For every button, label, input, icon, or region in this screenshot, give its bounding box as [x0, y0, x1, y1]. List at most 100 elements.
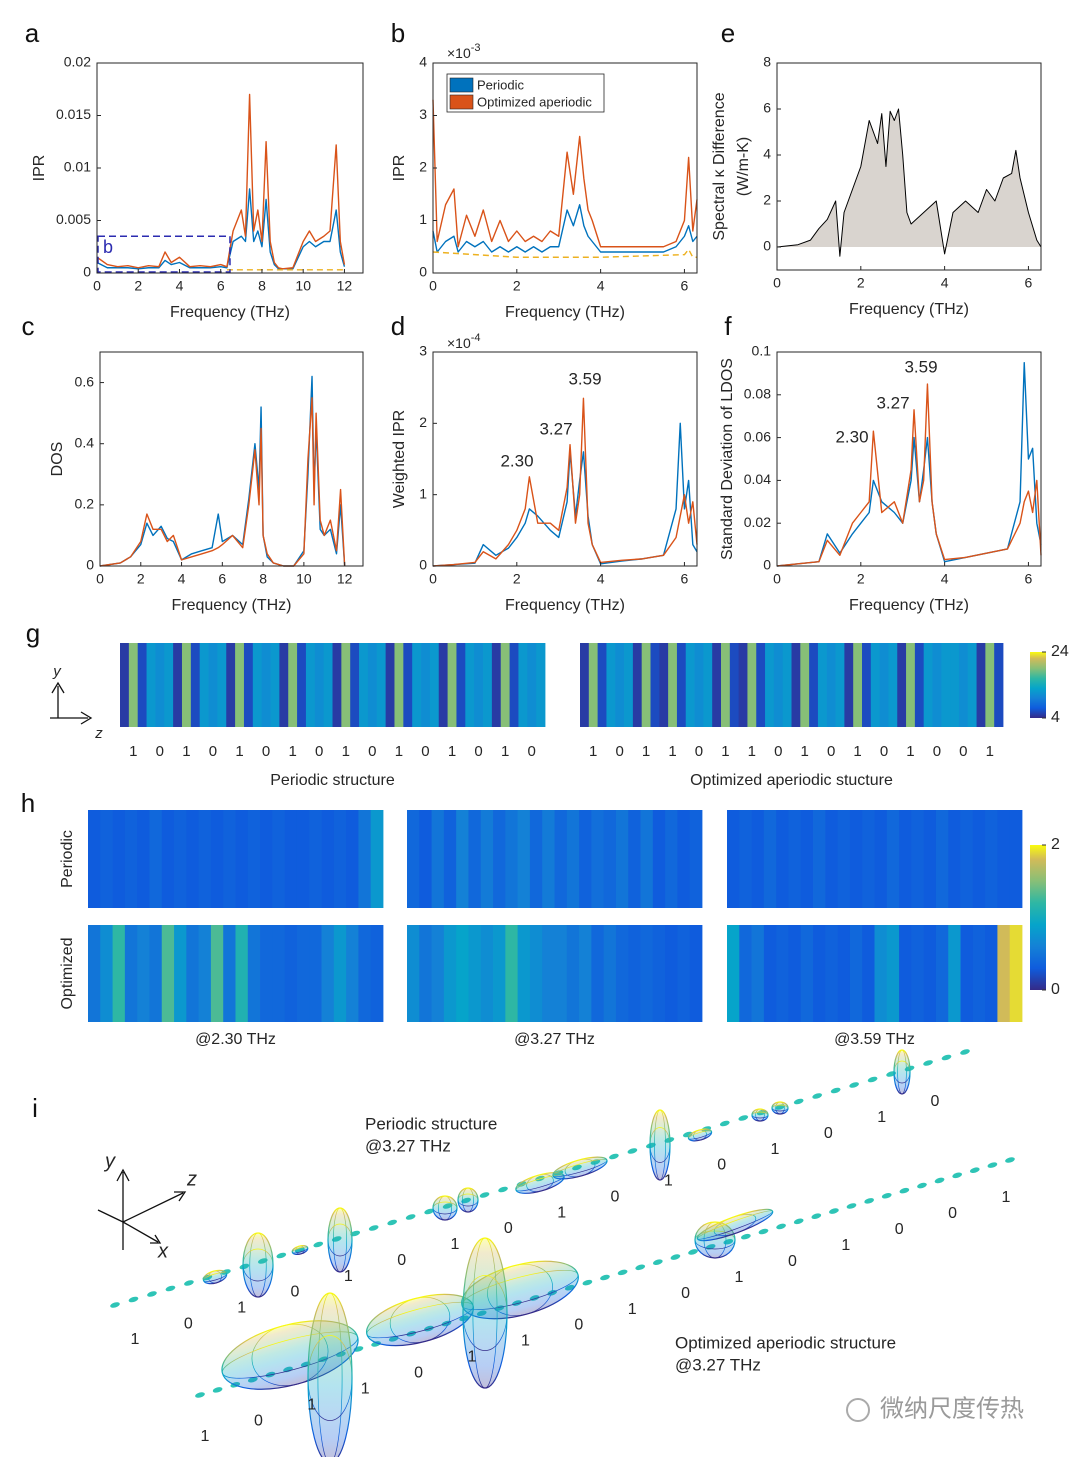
ellipsoid-mesh: [203, 1272, 227, 1282]
colorbar-tick-label: 2: [1051, 836, 1060, 853]
heatmap-cell: [886, 810, 900, 908]
bead: [405, 1214, 416, 1220]
heatmap-cell: [899, 925, 912, 1022]
y-tick-label: 0: [86, 557, 94, 573]
ellipsoid-mesh: [775, 1101, 785, 1115]
heatmap-cell: [763, 925, 777, 1022]
heatmap-cell: [624, 643, 634, 727]
heatmap-cell: [505, 810, 519, 908]
y-tick-label: 3: [419, 343, 427, 359]
heatmap-cell: [727, 925, 740, 1022]
panel-letter: c: [22, 311, 35, 341]
ellipsoid: [307, 1292, 353, 1457]
digit-label: 0: [421, 743, 429, 760]
axis-label: z: [186, 1168, 197, 1190]
ellipsoid-mesh: [472, 1237, 498, 1389]
digit-label: 0: [933, 743, 941, 760]
heatmap-cell: [800, 925, 814, 1022]
heatmap-cell: [88, 925, 101, 1022]
heatmap-cell: [640, 810, 654, 908]
heatmap-cell: [935, 810, 949, 908]
heatmap-cell: [837, 810, 851, 908]
ellipsoid-mesh: [221, 1331, 359, 1379]
heatmap-cell: [394, 643, 404, 727]
digit-label: 0: [959, 743, 967, 760]
axis-arrow: [50, 681, 93, 725]
heatmap-cell: [112, 810, 126, 908]
bead: [479, 1192, 490, 1198]
y-axis-label: Standard Deviation of LDOS: [719, 358, 736, 560]
heatmap-cell: [641, 643, 651, 727]
y-tick-label: 0: [763, 238, 771, 254]
heatmap-cell: [419, 925, 432, 1022]
heatmap-cell: [260, 810, 273, 908]
heatmap-cell: [235, 925, 249, 1022]
heatmap-cell: [261, 643, 271, 727]
digit-label: 1: [521, 1333, 530, 1350]
heatmap-cell: [825, 810, 839, 908]
x-tick-label: 0: [429, 278, 437, 294]
digit-label: 0: [611, 1188, 620, 1205]
bead: [864, 1198, 874, 1204]
heatmap-cell: [137, 810, 150, 908]
digit-label: 1: [235, 743, 243, 760]
heatmap-cell: [813, 810, 826, 908]
heatmap-cell: [554, 810, 568, 908]
heatmap-cell: [756, 643, 766, 727]
bead: [609, 1153, 619, 1160]
y-tick-label: 0: [83, 264, 91, 280]
heatmap-cell: [367, 643, 378, 727]
heatmap-cell: [223, 925, 236, 1022]
ellipsoid-mesh: [438, 1195, 452, 1221]
heatmap-cell: [483, 643, 493, 727]
series-line: [776, 383, 1042, 567]
heatmap-cell: [149, 925, 163, 1022]
heatmap-cell: [305, 643, 316, 727]
digit-label: 0: [895, 1221, 904, 1238]
bead: [670, 1254, 681, 1260]
ellipsoid: [242, 1232, 274, 1298]
heatmap-cell: [712, 643, 722, 727]
ellipsoid-mesh: [713, 1214, 757, 1236]
heatmap-cell: [247, 810, 261, 908]
heatmap-cell: [226, 643, 236, 727]
ellipsoid: [432, 1195, 458, 1221]
ellipsoid: [327, 1207, 353, 1273]
heatmap-cell: [800, 643, 810, 727]
heatmap-cell: [997, 925, 1011, 1022]
heatmap-cell: [309, 925, 322, 1022]
digit-label: 1: [131, 1331, 140, 1348]
bead: [881, 1192, 892, 1199]
axes-box: [776, 62, 1042, 271]
ellipsoid-mesh: [242, 1248, 274, 1282]
x-axis-label: Frequency (THz): [505, 304, 625, 321]
heatmap-cell: [359, 643, 369, 727]
bead: [849, 1082, 859, 1088]
x-tick-label: 0: [773, 275, 781, 291]
y-tick-label: 0.4: [75, 434, 95, 450]
heatmap-cell: [529, 925, 543, 1022]
y-multiplier: ×10-3: [447, 42, 481, 61]
digit-label: 1: [853, 743, 861, 760]
heatmap-cell: [235, 643, 245, 727]
heatmap-cell: [776, 810, 789, 908]
heatmap-cell: [358, 810, 372, 908]
digit-label: 0: [528, 743, 536, 760]
digit-label: 1: [395, 743, 403, 760]
bead: [960, 1049, 970, 1055]
series-line: [432, 397, 698, 567]
heatmap-cell: [862, 810, 875, 908]
heatmap-cell: [554, 925, 568, 1022]
digit-label: 0: [717, 1157, 726, 1174]
digit-label: 1: [307, 1396, 316, 1413]
heatmap-cell: [149, 810, 163, 908]
y-tick-label: 4: [763, 146, 771, 162]
legend-swatch: [449, 77, 474, 93]
heatmap-cell: [341, 643, 351, 727]
heatmap-cell: [407, 810, 420, 908]
bead: [313, 1241, 324, 1248]
heatmap-cell: [603, 810, 617, 908]
bead: [829, 1208, 839, 1214]
digit-label: 1: [801, 743, 809, 760]
